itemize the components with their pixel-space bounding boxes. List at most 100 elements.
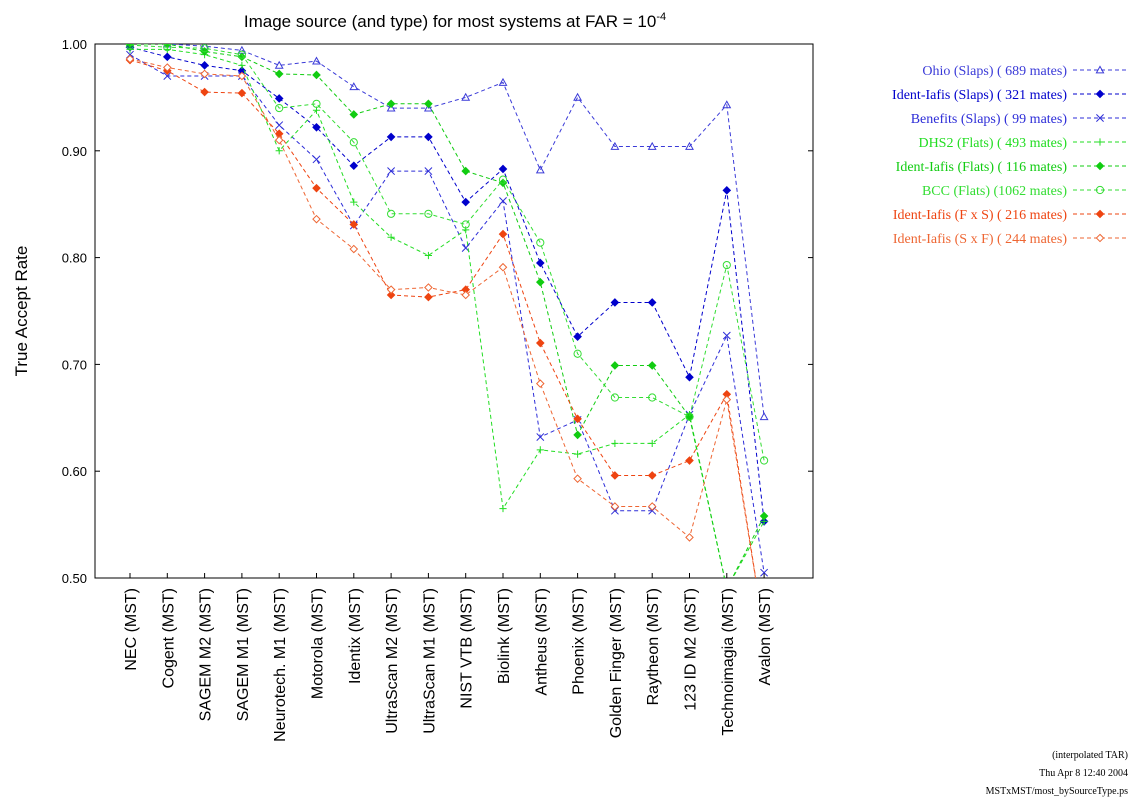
series-markers bbox=[126, 50, 769, 577]
y-axis: 0.50 0.60 0.70 0.80 0.90 1.00 bbox=[62, 37, 813, 586]
x-tick-label: Antheus (MST) bbox=[533, 588, 550, 696]
data-point bbox=[722, 395, 732, 404]
x-axis: NEC (MST) Cogent (MST) SAGEM M2 (MST) SAGEM… bbox=[123, 573, 774, 742]
data-point bbox=[386, 132, 396, 142]
data-point bbox=[498, 229, 508, 239]
data-point bbox=[237, 88, 247, 98]
data-point bbox=[685, 412, 694, 421]
series-markers bbox=[125, 44, 769, 521]
series-markers bbox=[125, 44, 769, 526]
data-point bbox=[610, 502, 620, 511]
data-point bbox=[125, 44, 135, 50]
series-markers bbox=[126, 45, 768, 525]
x-tick-label: Biolink (MST) bbox=[496, 588, 513, 684]
data-point bbox=[275, 121, 284, 130]
legend-label: DHS2 (Flats) ( 493 mates) bbox=[918, 136, 1067, 151]
footer-interpolated: (interpolated TAR) bbox=[1052, 750, 1128, 761]
x-tick-label: Technoimagia (MST) bbox=[720, 588, 737, 736]
data-point bbox=[275, 103, 284, 113]
y-axis-label: True Accept Rate bbox=[12, 246, 31, 377]
data-point bbox=[312, 70, 321, 80]
data-point bbox=[237, 52, 247, 62]
data-point bbox=[536, 433, 545, 441]
data-point bbox=[461, 290, 471, 300]
data-point bbox=[275, 147, 283, 155]
data-point bbox=[461, 92, 471, 101]
data-point bbox=[760, 456, 769, 465]
chart-title-superscript: -4 bbox=[656, 11, 666, 23]
data-point bbox=[386, 290, 396, 300]
legend-item: Ident-Iafis (S x F) ( 244 mates) bbox=[893, 232, 1127, 247]
series-line bbox=[129, 46, 765, 522]
legend-marker bbox=[1095, 65, 1105, 74]
data-point bbox=[461, 197, 471, 207]
data-point bbox=[386, 103, 396, 112]
series-markers bbox=[125, 55, 732, 480]
plot-frame bbox=[94, 43, 814, 579]
data-point bbox=[312, 155, 321, 164]
data-point bbox=[722, 186, 732, 195]
legend-label: Ident-Iafis (S x F) ( 244 mates) bbox=[893, 232, 1068, 247]
series-line bbox=[130, 44, 765, 578]
data-point bbox=[274, 135, 284, 145]
data-point bbox=[424, 167, 433, 176]
data-point bbox=[349, 82, 359, 91]
data-point bbox=[722, 331, 731, 340]
data-point bbox=[760, 568, 769, 577]
legend-item: Ident-Iafis (Flats) ( 116 mates) bbox=[896, 160, 1127, 175]
data-point bbox=[274, 94, 284, 103]
y-tick-label: 0.70 bbox=[62, 357, 87, 372]
data-point bbox=[535, 165, 545, 174]
data-point bbox=[462, 226, 470, 234]
legend-item: BCC (Flats) (1062 mates) bbox=[922, 184, 1127, 199]
data-point bbox=[312, 214, 321, 224]
data-point bbox=[312, 56, 321, 65]
legend-label: Ident-Iafis (Slaps) ( 321 mates) bbox=[892, 88, 1067, 103]
data-point bbox=[274, 60, 284, 69]
data-point bbox=[461, 220, 470, 229]
data-point bbox=[424, 209, 433, 218]
data-point bbox=[722, 100, 732, 109]
data-point bbox=[498, 164, 508, 174]
legend-label: BCC (Flats) (1062 mates) bbox=[922, 184, 1067, 199]
data-point bbox=[610, 361, 620, 370]
y-tick-label: 0.80 bbox=[62, 251, 87, 266]
data-point bbox=[685, 533, 694, 542]
legend-item: Ohio (Slaps) ( 689 mates) bbox=[922, 64, 1127, 79]
y-tick-label: 0.50 bbox=[62, 571, 87, 586]
data-point bbox=[573, 430, 582, 440]
data-point bbox=[536, 238, 545, 247]
y-tick-label: 0.60 bbox=[62, 464, 87, 479]
x-tick-label: 123 ID M2 (MST) bbox=[683, 588, 700, 711]
data-point bbox=[424, 132, 433, 142]
series-6 bbox=[125, 44, 769, 465]
data-point bbox=[163, 44, 172, 52]
data-point bbox=[648, 439, 656, 448]
legend-marker bbox=[1095, 185, 1105, 195]
data-point bbox=[573, 332, 582, 341]
data-point bbox=[424, 99, 433, 109]
data-point bbox=[573, 349, 582, 358]
legend-marker bbox=[1095, 161, 1105, 171]
data-point bbox=[610, 471, 620, 480]
data-point bbox=[163, 72, 172, 80]
series-7 bbox=[125, 55, 757, 578]
x-tick-label: NIST VTB (MST) bbox=[459, 588, 476, 709]
data-point bbox=[424, 251, 432, 260]
data-point bbox=[162, 52, 172, 62]
series-5 bbox=[125, 44, 769, 578]
data-point bbox=[573, 92, 583, 101]
x-tick-label: NEC (MST) bbox=[123, 588, 140, 671]
data-point bbox=[722, 260, 731, 270]
series-4 bbox=[126, 45, 768, 578]
data-point bbox=[536, 446, 544, 454]
series-markers bbox=[125, 44, 769, 421]
data-point bbox=[461, 166, 471, 176]
chart-title: Image source (and type) for most systems… bbox=[244, 11, 666, 31]
data-point bbox=[499, 504, 507, 513]
data-point bbox=[237, 50, 246, 59]
data-point bbox=[647, 361, 657, 370]
series-1 bbox=[125, 44, 769, 421]
legend-item: DHS2 (Flats) ( 493 mates) bbox=[918, 136, 1127, 151]
